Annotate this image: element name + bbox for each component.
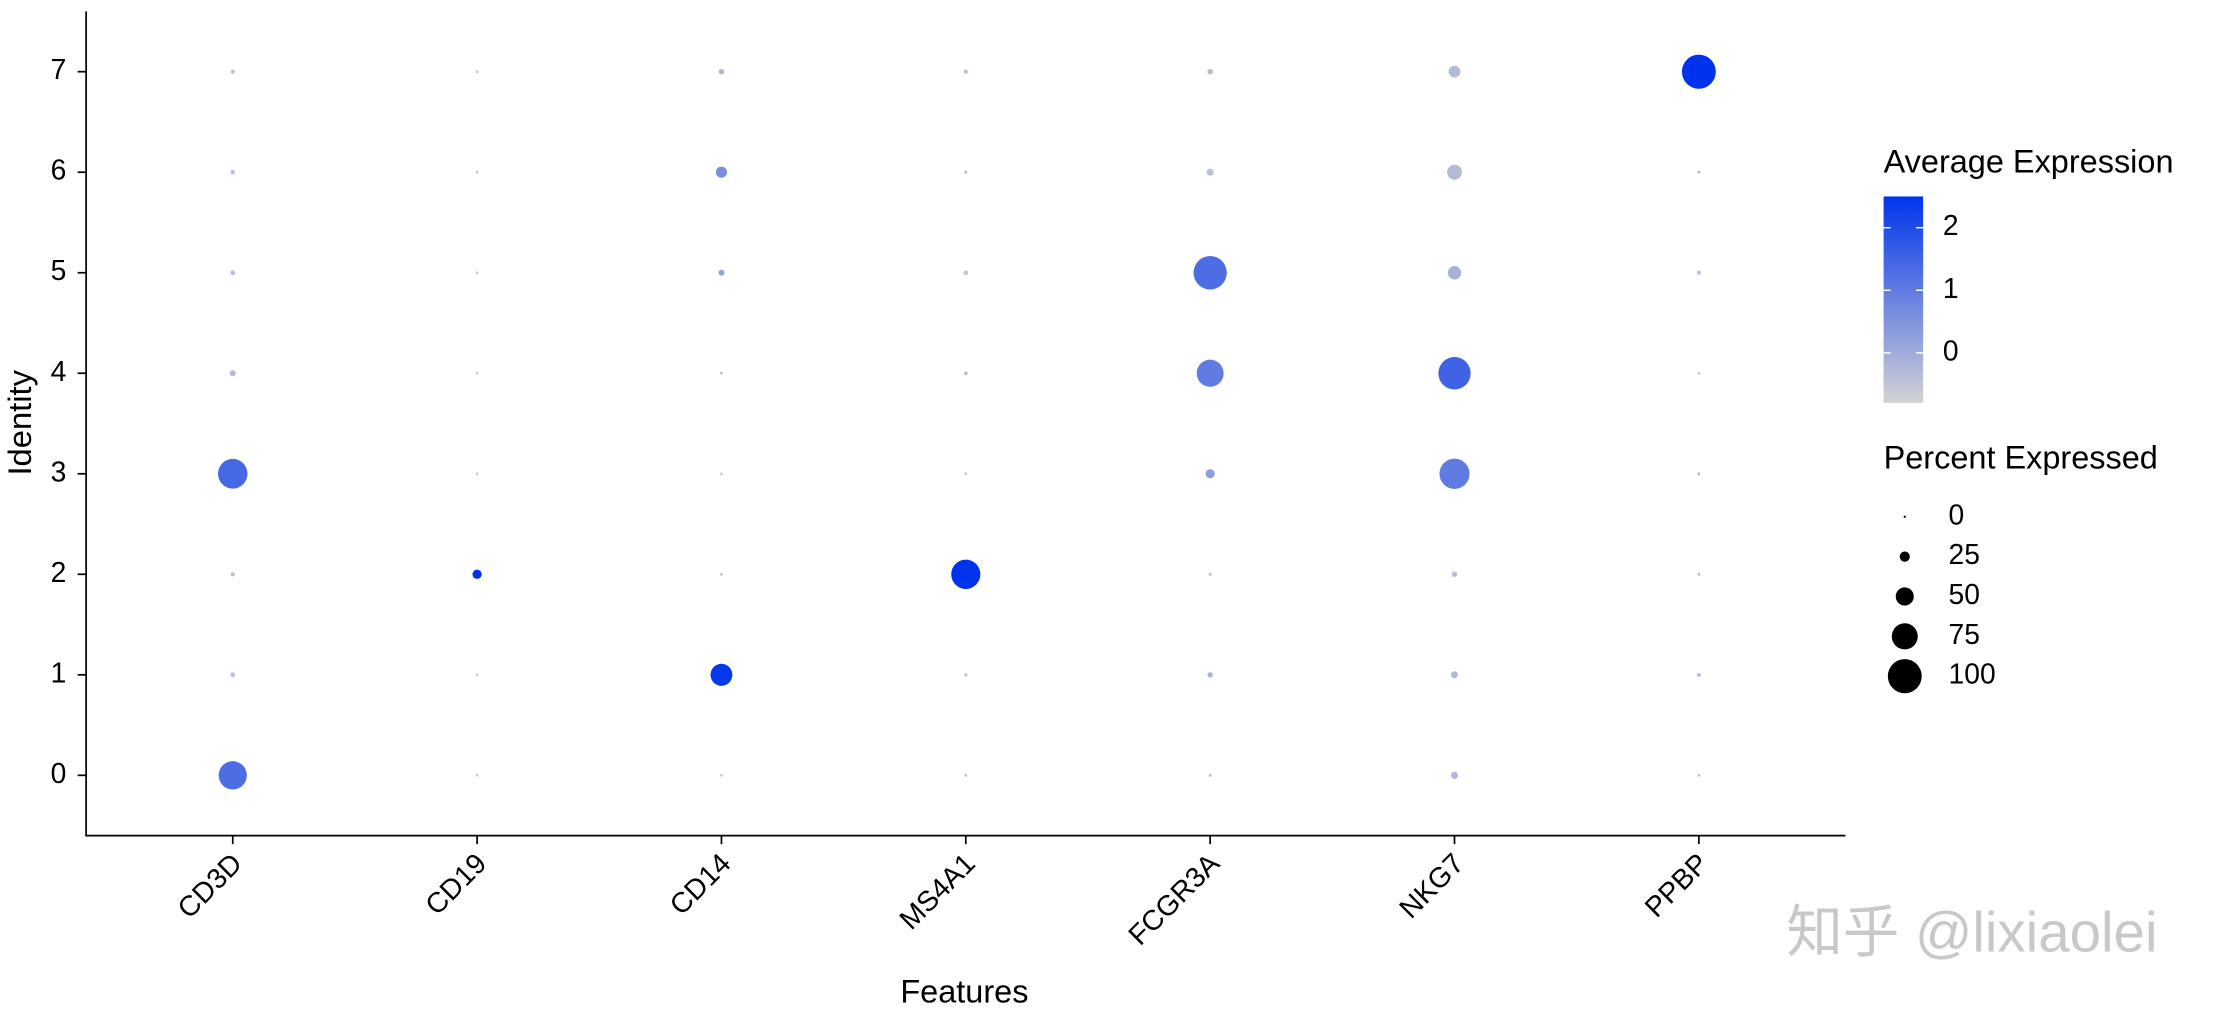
y-tick-label: 7 [51, 54, 67, 86]
dot [1451, 671, 1459, 679]
dot [1206, 168, 1214, 176]
y-tick-label: 1 [51, 657, 67, 689]
y-tick-label: 3 [51, 456, 67, 488]
x-tick-label: MS4A1 [894, 847, 982, 936]
size-legend-label: 25 [1949, 539, 1980, 571]
size-legend-dot [1903, 515, 1906, 518]
dot [718, 68, 725, 75]
dot [475, 774, 479, 777]
dot [963, 270, 969, 276]
x-axis-title: Features [900, 972, 1028, 1009]
dot [1205, 469, 1215, 479]
dot [230, 270, 236, 276]
colorbar-tick-label: 1 [1943, 273, 1959, 305]
dot [475, 472, 479, 476]
dot [1451, 571, 1458, 578]
dot [718, 269, 725, 276]
dot [1451, 771, 1459, 779]
size-legend-dot [1895, 587, 1914, 606]
colorbar [1883, 196, 1924, 403]
dot [1207, 672, 1213, 678]
dot [1448, 65, 1461, 78]
dot [963, 69, 968, 74]
dot [720, 572, 723, 576]
dot [964, 472, 968, 476]
dot [230, 69, 235, 74]
dot [964, 773, 968, 777]
size-legend-label: 0 [1949, 499, 1965, 531]
size-legend-dot [1891, 623, 1918, 650]
y-tick-label: 2 [51, 557, 67, 589]
x-tick-label: CD14 [664, 847, 738, 921]
dot [1208, 773, 1212, 777]
size-legend-label: 75 [1949, 619, 1980, 651]
size-legend-dot [1887, 659, 1922, 694]
dot [1681, 54, 1716, 89]
dot [1439, 458, 1470, 489]
dot [475, 673, 479, 677]
size-legend-dot [1899, 551, 1910, 562]
colorbar-tick-label: 0 [1943, 335, 1959, 367]
y-tick-label: 0 [51, 758, 67, 790]
size-legend-title: Percent Expressed [1884, 438, 2158, 475]
dot [1193, 255, 1227, 290]
y-tick-label: 5 [51, 255, 67, 287]
dot [1447, 164, 1462, 180]
dot [218, 761, 247, 790]
dot [710, 663, 733, 686]
size-legend-label: 100 [1949, 659, 1996, 691]
dot [472, 569, 482, 579]
dot [1697, 774, 1701, 777]
dot [720, 371, 723, 375]
dot [1208, 572, 1212, 576]
dot [230, 572, 235, 577]
dot [475, 271, 479, 275]
dot [964, 673, 968, 677]
x-tick-label: PPBP [1639, 847, 1715, 923]
dot [1696, 672, 1701, 677]
size-legend-label: 50 [1949, 579, 1980, 611]
dot [1447, 266, 1462, 280]
dot [715, 166, 728, 178]
dot [230, 169, 235, 175]
x-tick-label: CD19 [419, 847, 493, 921]
dot [720, 774, 723, 777]
dot [229, 370, 236, 377]
y-tick-label: 4 [51, 356, 67, 388]
dot [964, 170, 968, 174]
dot [475, 70, 479, 73]
dot [951, 559, 981, 589]
colorbar-tick-label: 2 [1943, 210, 1959, 242]
x-tick-label: NKG7 [1393, 847, 1470, 925]
x-tick-label: CD3D [172, 847, 249, 925]
dot [475, 170, 479, 174]
dot [218, 458, 248, 489]
dot [1438, 356, 1471, 390]
dot [475, 371, 479, 375]
dot [1207, 68, 1213, 75]
watermark: 知乎 @lixiaolei [1786, 902, 2157, 965]
x-tick-label: FCGR3A [1123, 847, 1227, 951]
dot [230, 672, 236, 678]
y-tick-label: 6 [51, 155, 67, 187]
dot [1697, 472, 1701, 476]
dot [1196, 359, 1224, 387]
color-legend-title: Average Expression [1884, 142, 2174, 179]
y-axis-title: Identity [1, 369, 38, 475]
dot [963, 371, 968, 376]
dot [1697, 371, 1701, 375]
dot [1697, 170, 1701, 174]
dot [1696, 270, 1701, 275]
dot [1697, 572, 1701, 576]
dot [720, 472, 723, 476]
